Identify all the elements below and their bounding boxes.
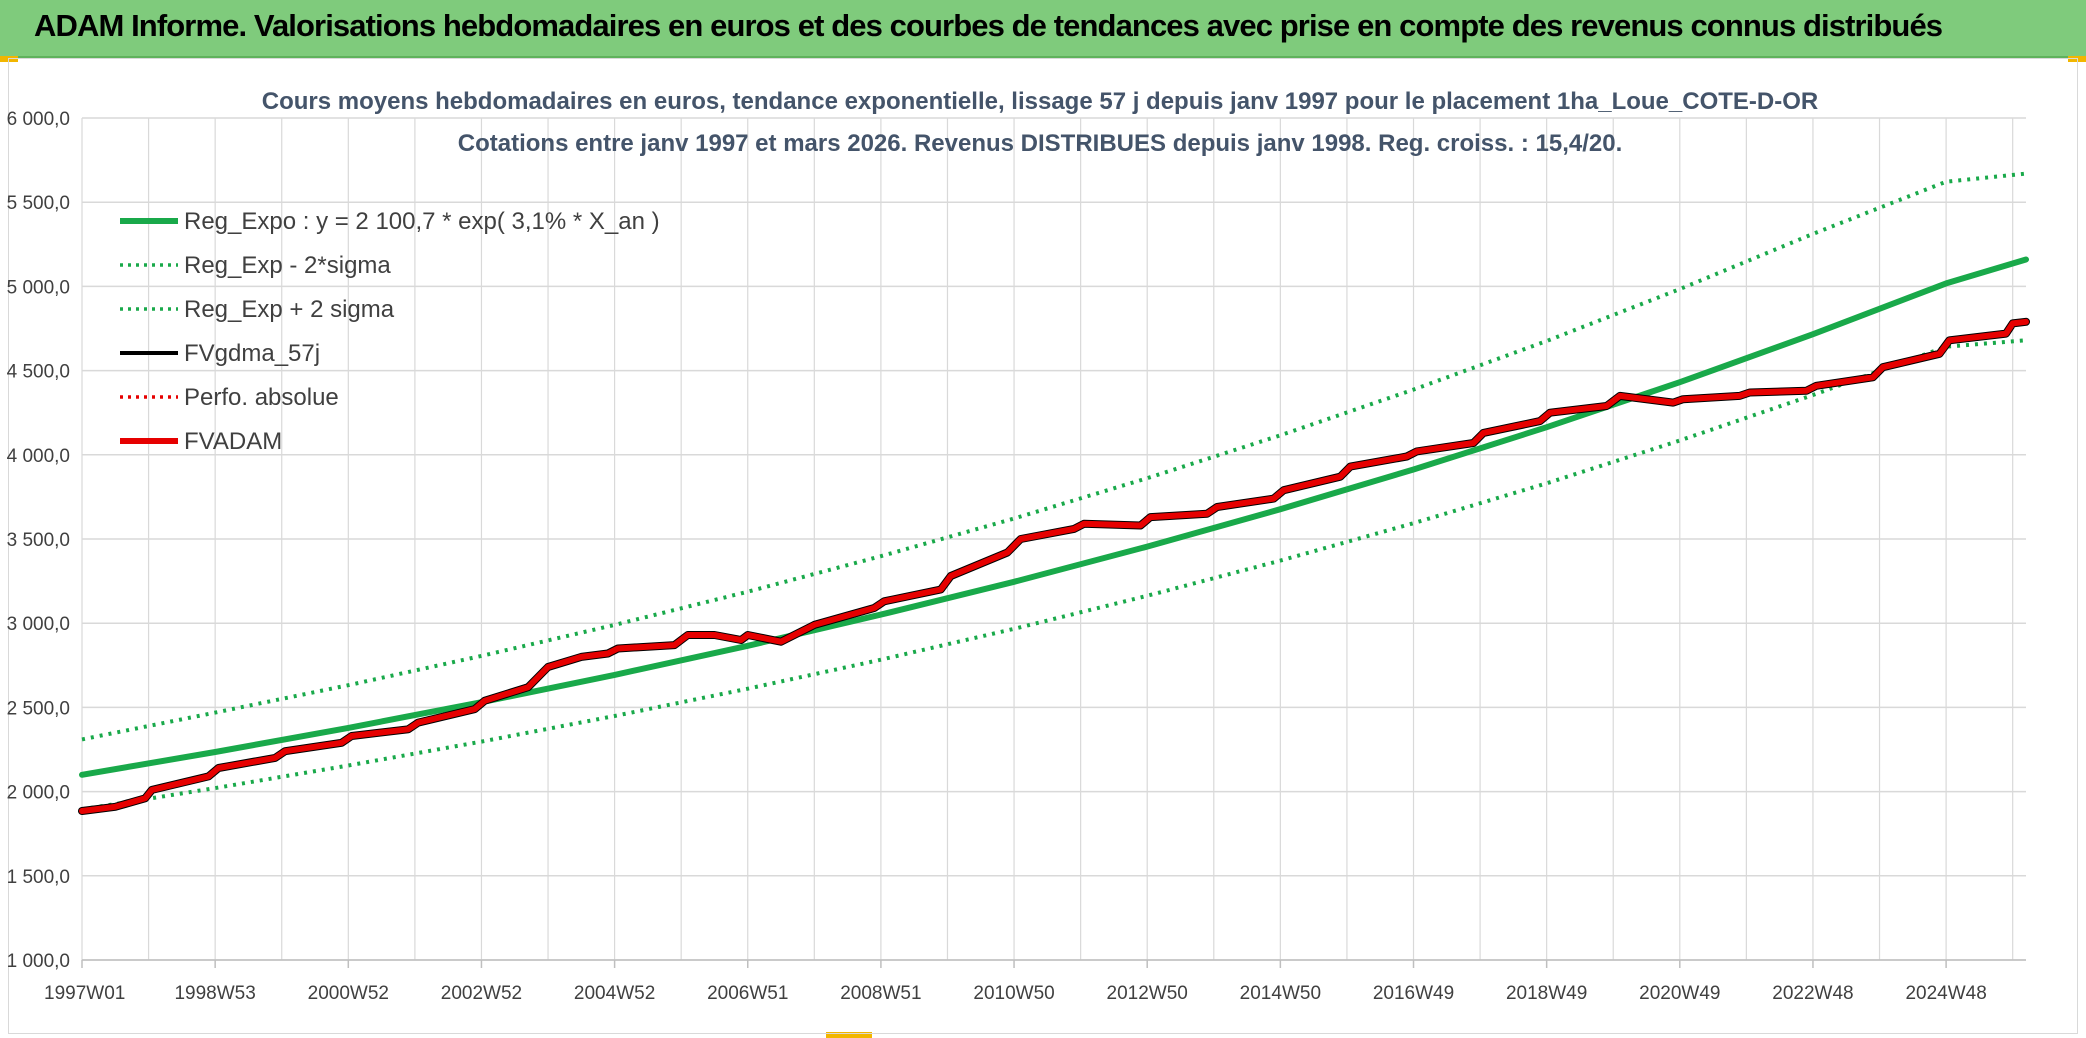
series: [78, 171, 2030, 815]
x-tick-label: 2006W51: [707, 983, 788, 1004]
y-tick-label: 2 500,0: [7, 698, 70, 719]
y-tick-label: 4 500,0: [7, 362, 70, 383]
x-tick-label: 2020W49: [1639, 983, 1720, 1004]
legend-label: Reg_Exp + 2 sigma: [184, 296, 395, 323]
y-tick-label: 4 000,0: [7, 446, 70, 467]
legend-label: Perfo. absolue: [184, 384, 339, 411]
x-tick-label: 2008W51: [840, 983, 921, 1004]
gridlines: [81, 117, 2026, 961]
y-tick-label: 5 500,0: [7, 193, 70, 214]
legend-label: Reg_Expo : y = 2 100,7 * exp( 3,1% * X_a…: [184, 208, 660, 235]
fvadam-line: [79, 318, 2029, 814]
x-tick-label: 2012W50: [1107, 983, 1188, 1004]
x-tick-label: 1998W53: [174, 983, 255, 1004]
chart-subtitle: Cotations entre janv 1997 et mars 2026. …: [458, 130, 1623, 157]
y-tick-label: 6 000,0: [7, 109, 70, 130]
reg-exp-plus-2sigma-line: [81, 171, 2027, 742]
x-axis-ticks: 1997W01 1998W53 2000W52 2002W52 2004W52 2006W…: [44, 960, 1987, 1004]
x-tick-label: 2024W48: [1905, 983, 1986, 1004]
report-title: ADAM Informe. Valorisations hebdomadaire…: [34, 8, 1943, 43]
x-tick-label: 2002W52: [441, 983, 522, 1004]
legend: Reg_Expo : y = 2 100,7 * exp( 3,1% * X_a…: [120, 208, 660, 455]
chart-title: Cours moyens hebdomadaires en euros, ten…: [262, 88, 1818, 115]
y-tick-label: 1 500,0: [7, 867, 70, 888]
chart-frame: [8, 58, 2078, 1034]
y-tick-label: 3 000,0: [7, 614, 70, 635]
x-tick-label: 2022W48: [1772, 983, 1853, 1004]
report-banner: ADAM Informe. Valorisations hebdomadaire…: [0, 0, 2086, 58]
bottom-accent: [826, 1032, 872, 1038]
y-tick-label: 5 000,0: [7, 277, 70, 298]
x-tick-label: 2014W50: [1240, 983, 1321, 1004]
reg-expo-line: [79, 256, 2029, 778]
x-tick-label: 2004W52: [574, 983, 655, 1004]
x-tick-label: 2018W49: [1506, 983, 1587, 1004]
banner-corner-left: [0, 56, 18, 62]
legend-label: FVgdma_57j: [184, 340, 320, 367]
y-tick-label: 2 000,0: [7, 783, 70, 804]
x-tick-label: 2016W49: [1373, 983, 1454, 1004]
legend-label: Reg_Exp - 2*sigma: [184, 252, 391, 279]
y-tick-label: 3 500,0: [7, 530, 70, 551]
x-tick-label: 2000W52: [308, 983, 389, 1004]
x-tick-label: 2010W50: [973, 983, 1054, 1004]
y-tick-label: 1 000,0: [7, 951, 70, 972]
x-tick-label: 1997W01: [44, 983, 125, 1004]
y-axis-ticks: 1 000,0 1 500,0 2 000,0 2 500,0 3 000,0 3 500…: [7, 109, 70, 972]
legend-label: FVADAM: [184, 428, 282, 455]
reg-exp-minus-2sigma-line: [81, 338, 2027, 812]
